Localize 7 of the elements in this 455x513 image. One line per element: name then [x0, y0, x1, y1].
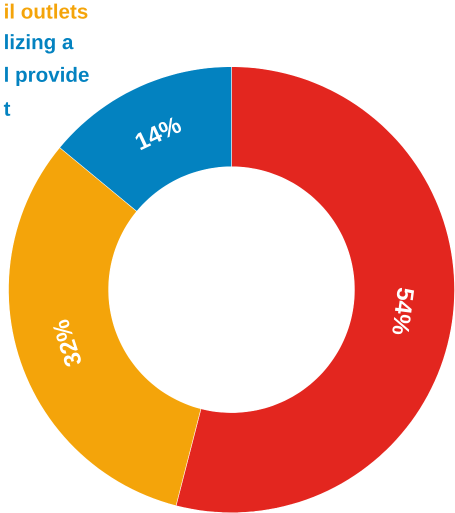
text: t — [4, 102, 10, 116]
text: lizing a — [5, 34, 74, 54]
data-label: 14% — [135, 117, 182, 150]
text: l provide — [5, 66, 89, 86]
data-label: 32% — [53, 320, 81, 366]
data-label: 54% — [392, 288, 414, 334]
text: il outlets — [5, 4, 88, 19]
